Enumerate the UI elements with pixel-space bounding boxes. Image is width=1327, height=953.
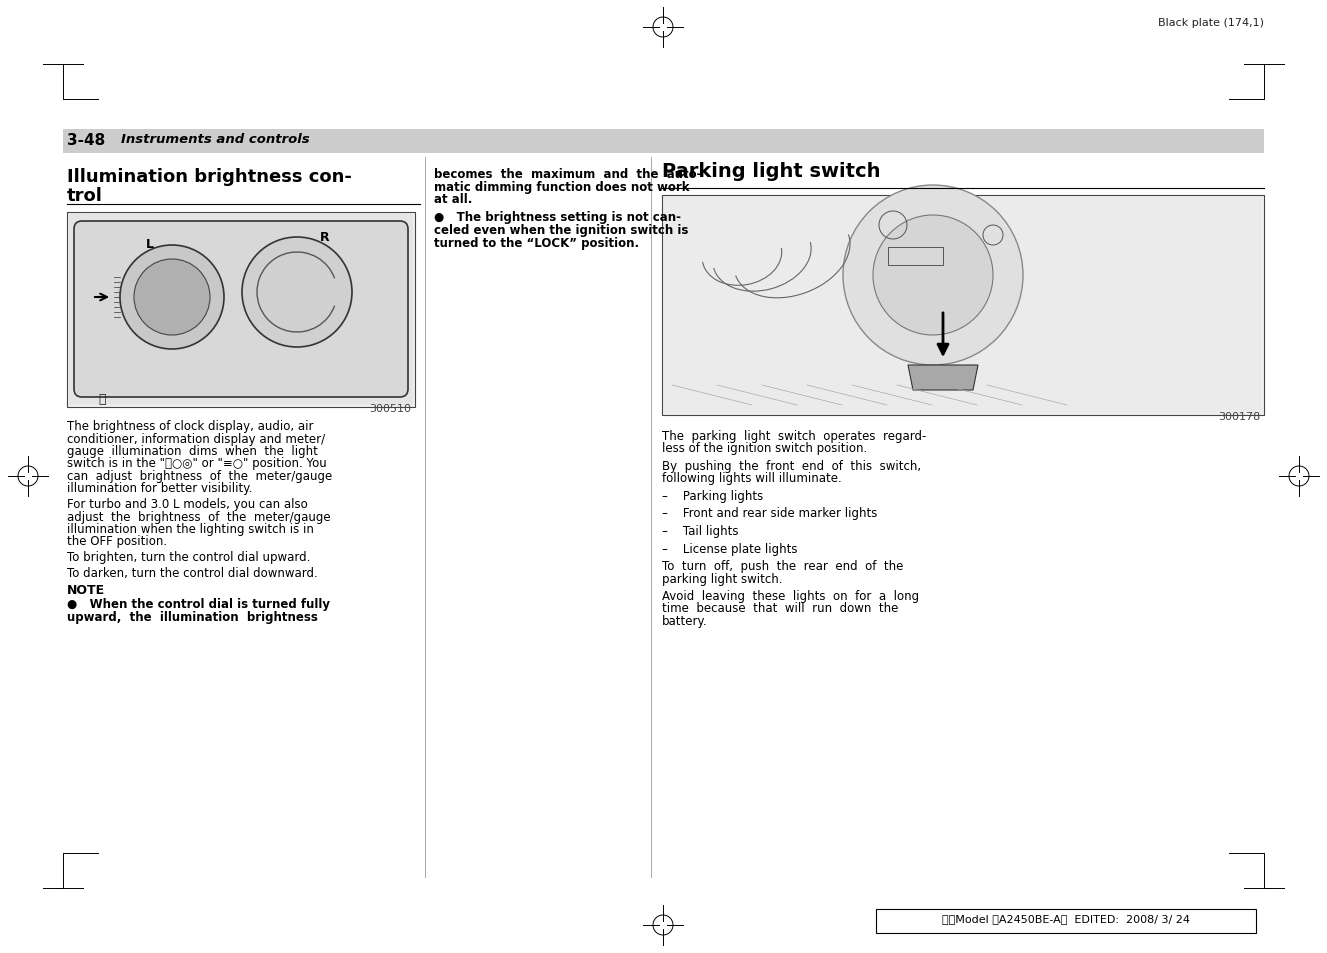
Text: –    Tail lights: – Tail lights (662, 524, 739, 537)
Text: To  turn  off,  push  the  rear  end  of  the: To turn off, push the rear end of the (662, 559, 904, 573)
Text: upward,  the  illumination  brightness: upward, the illumination brightness (66, 610, 318, 623)
Text: 300178: 300178 (1218, 412, 1261, 421)
Text: turned to the “LOCK” position.: turned to the “LOCK” position. (434, 236, 640, 250)
FancyBboxPatch shape (74, 222, 407, 397)
Text: at all.: at all. (434, 193, 472, 206)
Text: following lights will illuminate.: following lights will illuminate. (662, 472, 841, 485)
Circle shape (119, 246, 224, 350)
Text: the OFF position.: the OFF position. (66, 535, 167, 548)
Text: The  parking  light  switch  operates  regard-: The parking light switch operates regard… (662, 430, 926, 442)
Text: parking light switch.: parking light switch. (662, 572, 783, 585)
Text: adjust  the  brightness  of  the  meter/gauge: adjust the brightness of the meter/gauge (66, 510, 330, 523)
Bar (664, 198, 1262, 414)
Text: switch is in the "刀○◎" or "≡○" position. You: switch is in the "刀○◎" or "≡○" position.… (66, 457, 326, 470)
Text: ●   When the control dial is turned fully: ● When the control dial is turned fully (66, 598, 330, 610)
Text: Parking light switch: Parking light switch (662, 162, 881, 181)
Bar (888, 248, 943, 266)
Text: battery.: battery. (662, 615, 707, 627)
Text: Illumination brightness con-: Illumination brightness con- (66, 168, 352, 186)
Circle shape (843, 186, 1023, 366)
Text: NOTE: NOTE (66, 583, 105, 597)
Text: –    Parking lights: – Parking lights (662, 490, 763, 502)
Text: illumination for better visibility.: illumination for better visibility. (66, 482, 252, 495)
Text: gauge  illumination  dims  when  the  light: gauge illumination dims when the light (66, 444, 318, 457)
Text: To darken, turn the control dial downward.: To darken, turn the control dial downwar… (66, 566, 317, 578)
Text: illumination when the lighting switch is in: illumination when the lighting switch is… (66, 522, 314, 536)
Bar (662, 195, 1265, 416)
Polygon shape (908, 366, 978, 391)
Text: matic dimming function does not work: matic dimming function does not work (434, 180, 690, 193)
Text: L: L (146, 237, 154, 251)
Text: Avoid  leaving  these  lights  on  for  a  long: Avoid leaving these lights on for a long (662, 589, 920, 602)
Text: Instruments and controls: Instruments and controls (121, 132, 309, 146)
Text: To brighten, turn the control dial upward.: To brighten, turn the control dial upwar… (66, 551, 311, 563)
Text: time  because  that  will  run  down  the: time because that will run down the (662, 602, 898, 615)
Circle shape (873, 215, 993, 335)
Bar (66, 213, 415, 408)
Text: By  pushing  the  front  end  of  this  switch,: By pushing the front end of this switch, (662, 459, 921, 473)
Text: R: R (320, 231, 330, 244)
Bar (876, 909, 1255, 933)
Circle shape (242, 237, 352, 348)
Text: can  adjust  brightness  of  the  meter/gauge: can adjust brightness of the meter/gauge (66, 470, 332, 482)
Text: less of the ignition switch position.: less of the ignition switch position. (662, 442, 868, 455)
Text: 3-48: 3-48 (66, 132, 105, 148)
Text: The brightness of clock display, audio, air: The brightness of clock display, audio, … (66, 419, 313, 433)
Text: ●   The brightness setting is not can-: ● The brightness setting is not can- (434, 212, 681, 224)
Bar (62, 130, 1265, 153)
Text: –    Front and rear side marker lights: – Front and rear side marker lights (662, 507, 877, 520)
Bar (69, 214, 413, 406)
Text: For turbo and 3.0 L models, you can also: For turbo and 3.0 L models, you can also (66, 497, 308, 511)
Text: Black plate (174,1): Black plate (174,1) (1158, 18, 1265, 28)
Text: 300510: 300510 (369, 403, 411, 414)
Text: –    License plate lights: – License plate lights (662, 542, 798, 555)
Text: conditioner, information display and meter/: conditioner, information display and met… (66, 432, 325, 445)
Text: 北米Model 「A2450BE-A」  EDITED:  2008/ 3/ 24: 北米Model 「A2450BE-A」 EDITED: 2008/ 3/ 24 (942, 913, 1190, 923)
Circle shape (134, 260, 210, 335)
Text: trol: trol (66, 187, 104, 205)
Text: 正: 正 (98, 393, 106, 406)
Text: becomes  the  maximum  and  the  auto-: becomes the maximum and the auto- (434, 168, 702, 181)
Text: celed even when the ignition switch is: celed even when the ignition switch is (434, 224, 689, 236)
